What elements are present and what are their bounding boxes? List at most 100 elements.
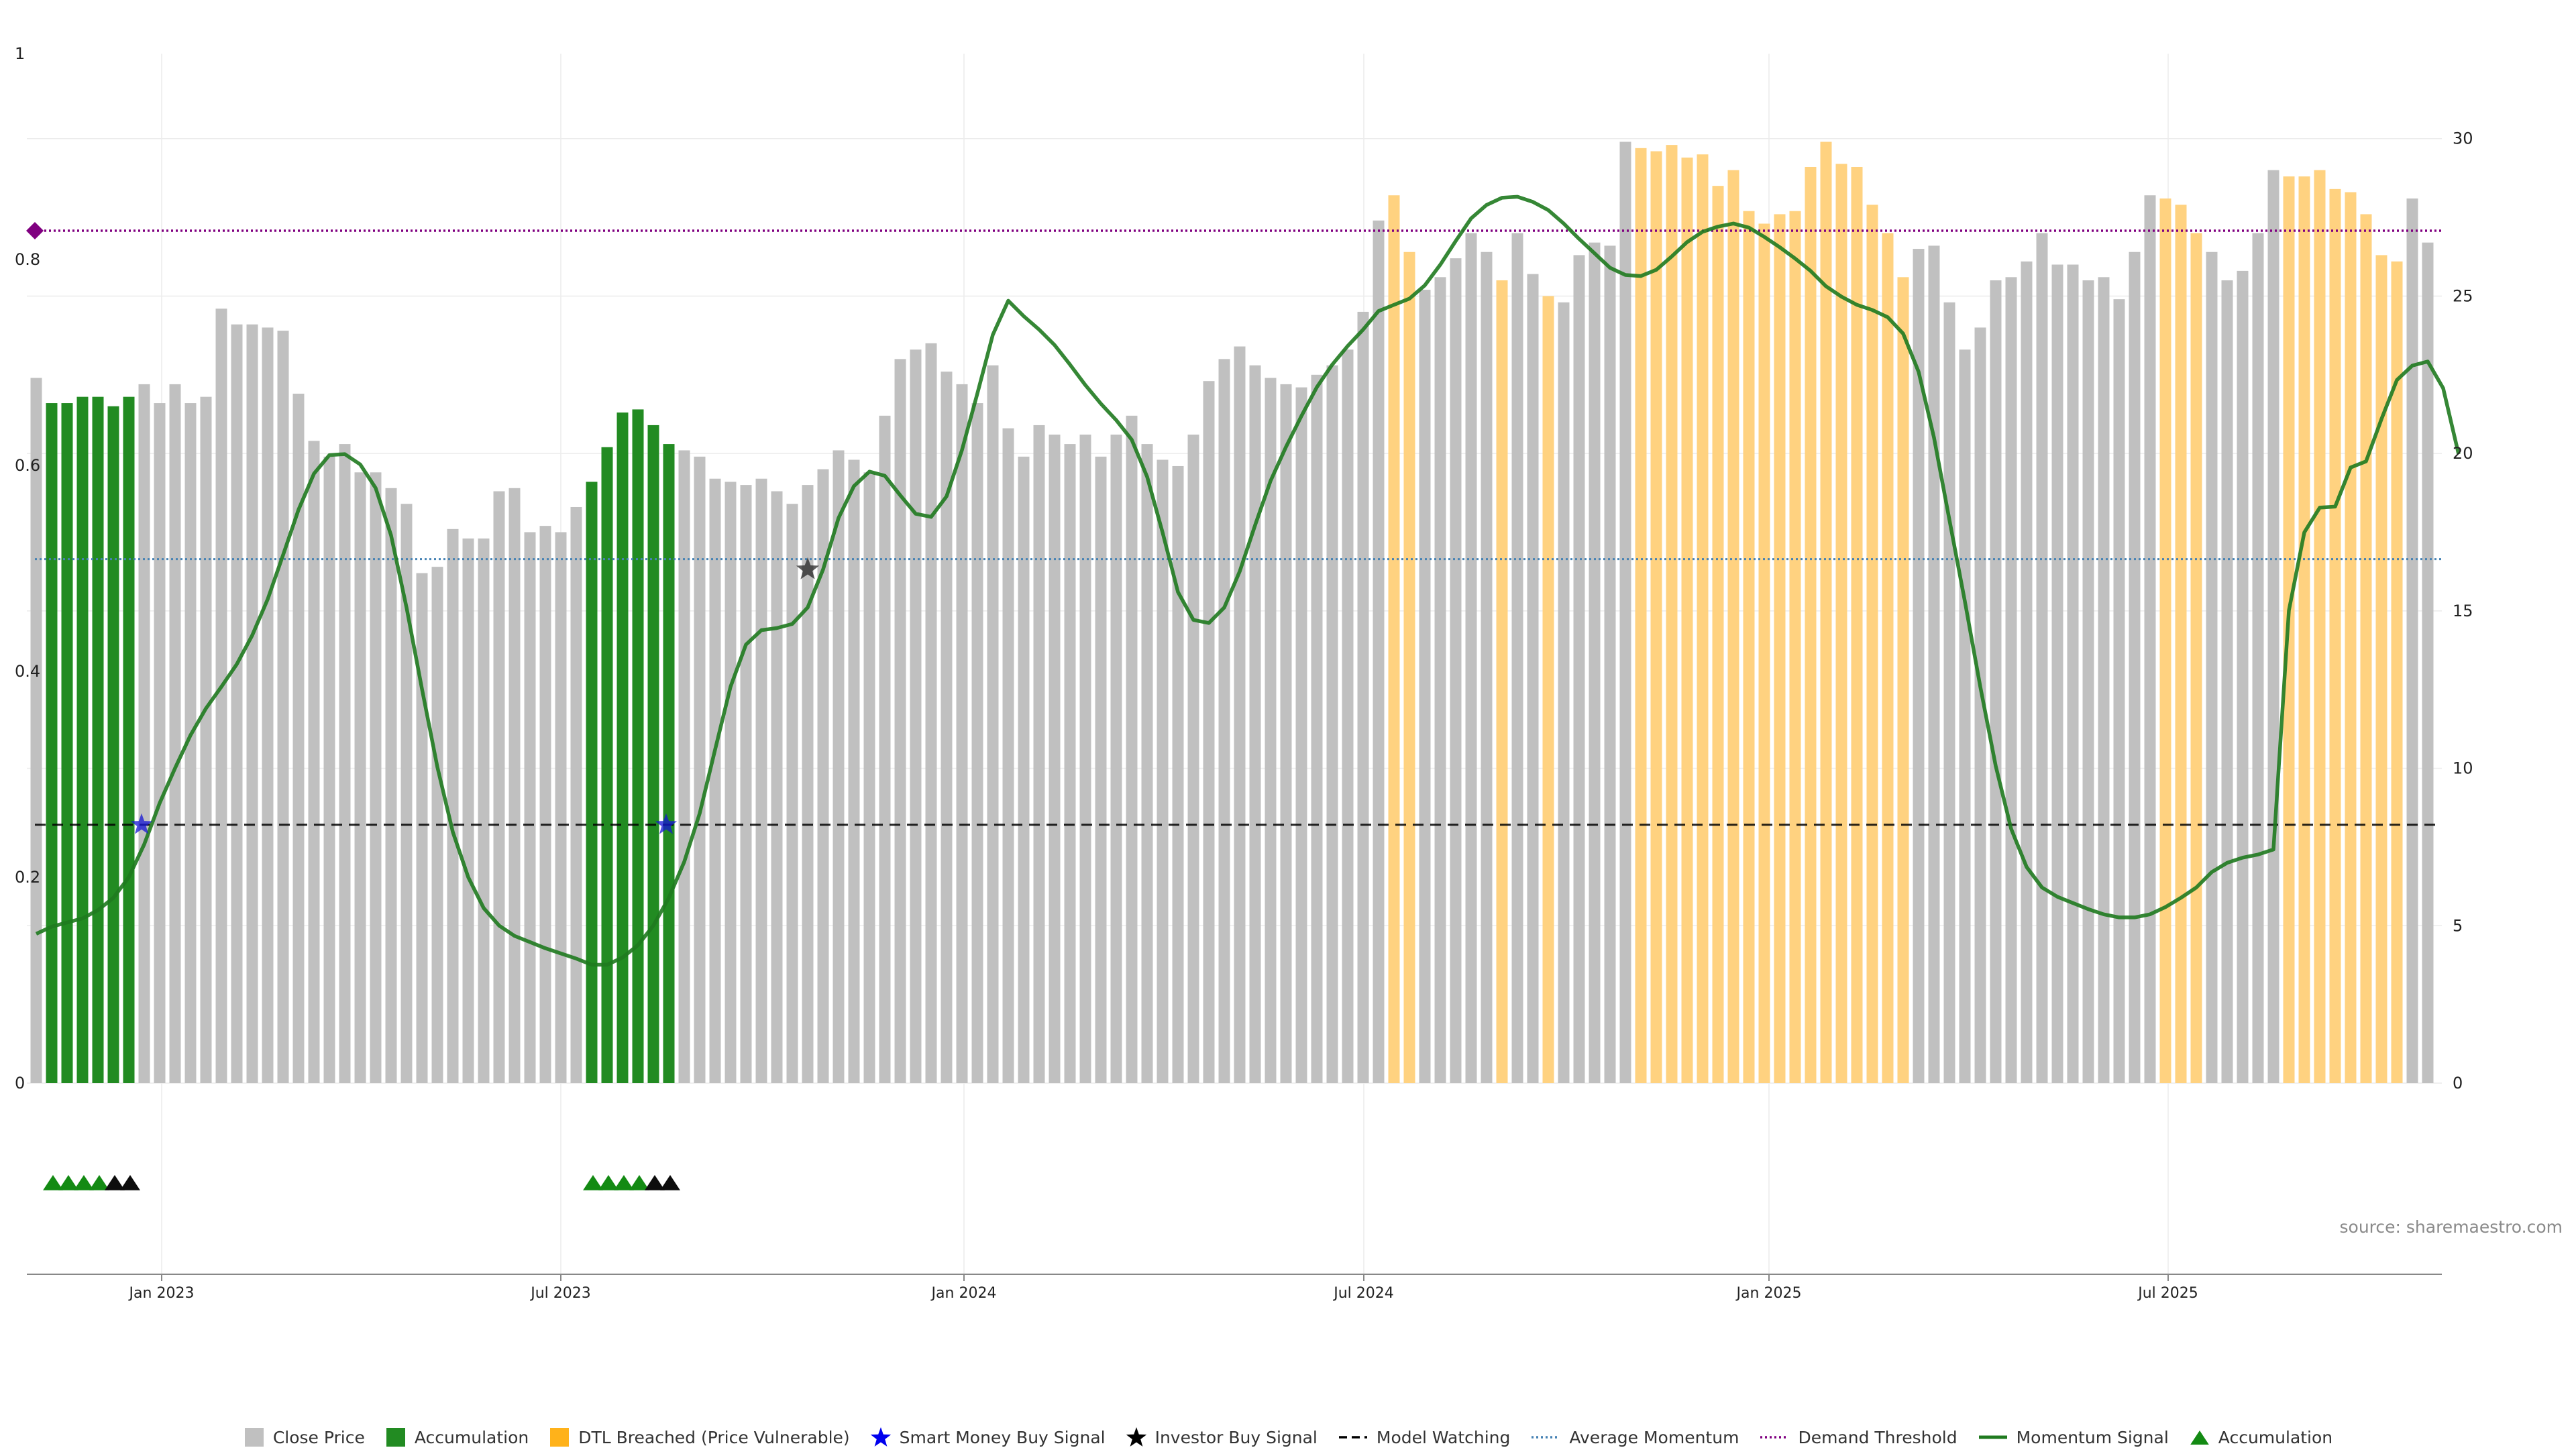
price-bar: [1743, 211, 1755, 1083]
left-tick-label: 0: [15, 1074, 25, 1093]
price-bar: [200, 396, 212, 1083]
price-bar: [1712, 186, 1724, 1083]
price-bar: [1619, 142, 1631, 1084]
price-bar: [1002, 428, 1014, 1083]
price-bar: [138, 384, 150, 1083]
legend-item-demand-threshold: Demand Threshold: [1759, 1427, 1957, 1448]
price-bar: [817, 469, 829, 1083]
price-bar: [1789, 211, 1801, 1083]
accumulation-marker: [598, 1175, 619, 1190]
price-bar: [231, 324, 243, 1083]
price-bar: [1049, 434, 1061, 1083]
left-tick-label: 1: [15, 44, 25, 63]
price-bar: [678, 450, 690, 1083]
price-bar: [709, 478, 721, 1083]
momentum-icon: [1978, 1435, 2007, 1439]
legend-label: Momentum Signal: [2016, 1427, 2169, 1447]
price-bar: [2051, 264, 2063, 1083]
price-bar: [1589, 242, 1601, 1083]
price-bar: [2036, 233, 2048, 1083]
price-bar: [632, 409, 644, 1083]
x-axis: Jan 2023 Jul 2023 Jan 2024 Jul 2024 Jan 2025…: [128, 1274, 2198, 1302]
legend: Close Price Accumulation DTL Breached (Pri…: [0, 1420, 2576, 1454]
price-bar: [1542, 296, 1554, 1083]
price-bar: [1295, 387, 1307, 1083]
momentum-line: [35, 194, 2461, 967]
legend-item-accumulation-marker: Accumulation: [2189, 1427, 2332, 1448]
price-bar: [1558, 302, 1570, 1084]
accumulation-marker: [74, 1175, 94, 1190]
price-bar: [1573, 255, 1585, 1084]
price-bar: [2129, 251, 2141, 1084]
right-tick-label: 5: [2453, 916, 2463, 935]
price-bar: [493, 491, 505, 1083]
price-bar: [956, 384, 968, 1083]
right-tick-label: 20: [2453, 444, 2473, 463]
price-bar: [1326, 365, 1338, 1083]
price-bar: [1465, 233, 1477, 1083]
x-tick-label: Jul 2023: [529, 1285, 591, 1302]
legend-label: Model Watching: [1376, 1427, 1511, 1447]
price-bar: [2067, 264, 2079, 1083]
price-bar: [1203, 381, 1215, 1083]
price-bar: [894, 359, 906, 1083]
legend-item-dtl: DTL Breached (Price Vulnerable): [549, 1427, 850, 1448]
price-bar: [2252, 233, 2264, 1083]
demand-threshold-marker: [26, 222, 44, 240]
price-bar: [879, 415, 891, 1083]
avg-momentum-icon: [1532, 1436, 1560, 1439]
price-bar: [30, 378, 42, 1084]
reference-lines: [26, 222, 2442, 826]
legend-item-smart-money: Smart Money Buy Signal: [870, 1427, 1106, 1448]
price-bar: [2329, 188, 2341, 1084]
demand-threshold-icon: [1760, 1436, 1789, 1439]
smart-money-icon: [870, 1427, 891, 1447]
price-bar: [478, 538, 490, 1083]
price-bar: [2298, 176, 2310, 1084]
smart-money-buy-signal: [130, 813, 153, 834]
price-bar: [570, 506, 582, 1083]
accumulation-marker-black: [645, 1175, 665, 1190]
price-bar: [76, 396, 89, 1083]
price-bar: [1110, 434, 1122, 1083]
legend-item-model-watching: Model Watching: [1338, 1427, 1511, 1448]
legend-label: Demand Threshold: [1798, 1427, 1957, 1447]
price-bar: [1403, 251, 1415, 1084]
price-bar: [524, 532, 536, 1083]
legend-label: Smart Money Buy Signal: [899, 1427, 1106, 1447]
price-bar: [1095, 456, 1107, 1083]
legend-item-momentum: Momentum Signal: [1978, 1427, 2169, 1448]
price-bar: [1835, 164, 1847, 1083]
price-bar: [1666, 145, 1678, 1084]
price-bar: [92, 396, 104, 1083]
price-bar: [848, 459, 860, 1083]
price-bar: [1959, 349, 1971, 1083]
accumulation-marker-black: [105, 1175, 125, 1190]
x-tick-label: Jan 2025: [1735, 1285, 1802, 1302]
price-bar: [1820, 142, 1832, 1084]
legend-item-close: Close Price: [244, 1427, 365, 1448]
close-icon: [244, 1428, 264, 1447]
price-bar: [1697, 154, 1709, 1083]
price-bar: [46, 403, 58, 1083]
accumulation-marker: [43, 1175, 63, 1190]
price-bar: [323, 456, 335, 1083]
price-bar: [1033, 425, 1045, 1083]
price-bar: [2360, 214, 2372, 1083]
price-bar: [786, 504, 798, 1083]
price-bar: [1496, 280, 1508, 1083]
price-bar: [462, 538, 474, 1083]
price-bar: [1481, 251, 1493, 1084]
price-bar: [1851, 166, 1863, 1083]
price-bar: [2391, 261, 2403, 1083]
price-bar: [1079, 434, 1091, 1083]
legend-item-accumulation: Accumulation: [385, 1427, 529, 1448]
price-bar: [987, 365, 999, 1083]
price-bar: [1280, 384, 1292, 1083]
price-bar: [1913, 249, 1925, 1083]
price-bar: [555, 532, 567, 1083]
price-bar: [755, 478, 767, 1083]
price-bar: [2406, 198, 2418, 1083]
legend-item-investor: Investor Buy Signal: [1126, 1427, 1318, 1448]
right-tick-label: 15: [2453, 602, 2473, 620]
